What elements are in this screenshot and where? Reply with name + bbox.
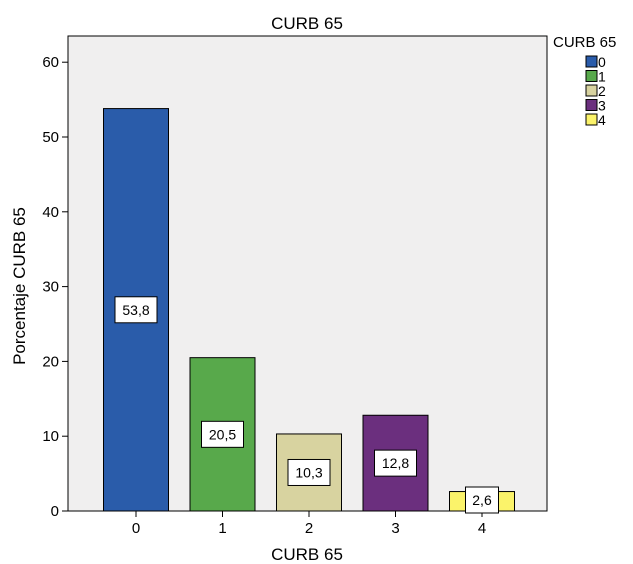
data-label: 12,8: [382, 455, 409, 471]
data-label-box: [201, 420, 244, 448]
x-tick-label: 0: [132, 520, 140, 537]
x-tick-label: 4: [478, 520, 486, 537]
y-tick-label: 60: [42, 54, 59, 71]
y-tick-label: 20: [42, 353, 59, 370]
legend-item-label: 3: [598, 98, 606, 114]
data-label-box: [114, 296, 158, 324]
data-label: 53,8: [122, 302, 149, 318]
data-label-box: [374, 449, 417, 477]
legend-item-label: 0: [598, 54, 606, 70]
y-axis-label: Porcentaje CURB 65: [10, 207, 29, 365]
x-axis: 0 1 2 3 4: [132, 511, 486, 537]
legend-swatch: [585, 70, 598, 82]
y-tick-label: 40: [42, 204, 59, 221]
legend-swatch: [585, 113, 598, 126]
legend-item-label: 4: [598, 112, 606, 128]
y-tick-label: 30: [42, 279, 59, 296]
y-tick-label: 50: [42, 129, 59, 146]
legend-item-label: 2: [598, 83, 606, 99]
chart-title: CURB 65: [271, 14, 343, 33]
x-tick-label: 1: [218, 520, 226, 537]
legend-swatch: [585, 99, 598, 111]
data-label: 20,5: [209, 426, 236, 442]
y-axis: 0 10 20 30 40 50 60: [42, 54, 68, 520]
x-tick-label: 2: [305, 520, 313, 537]
data-label: 10,3: [295, 464, 322, 480]
data-labels: 53,8 20,5 10,3 12,8 2,6: [114, 296, 499, 514]
legend-title: CURB 65: [553, 34, 616, 51]
x-axis-label: CURB 65: [271, 545, 343, 564]
legend-item-label: 1: [598, 69, 606, 85]
data-label-box: [465, 486, 499, 514]
data-label-box: [287, 458, 331, 486]
y-tick-label: 10: [42, 428, 59, 445]
legend-swatch: [585, 55, 598, 68]
x-tick-label: 3: [391, 520, 399, 537]
y-tick-label: 0: [51, 503, 59, 520]
bar-1: [189, 357, 256, 512]
data-label: 2,6: [472, 492, 492, 508]
bars: [103, 108, 515, 512]
legend-swatch: [585, 84, 598, 97]
